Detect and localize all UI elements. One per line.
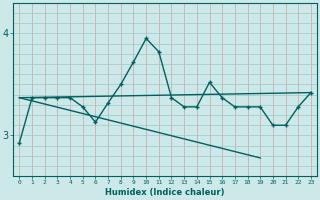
X-axis label: Humidex (Indice chaleur): Humidex (Indice chaleur)	[105, 188, 225, 197]
